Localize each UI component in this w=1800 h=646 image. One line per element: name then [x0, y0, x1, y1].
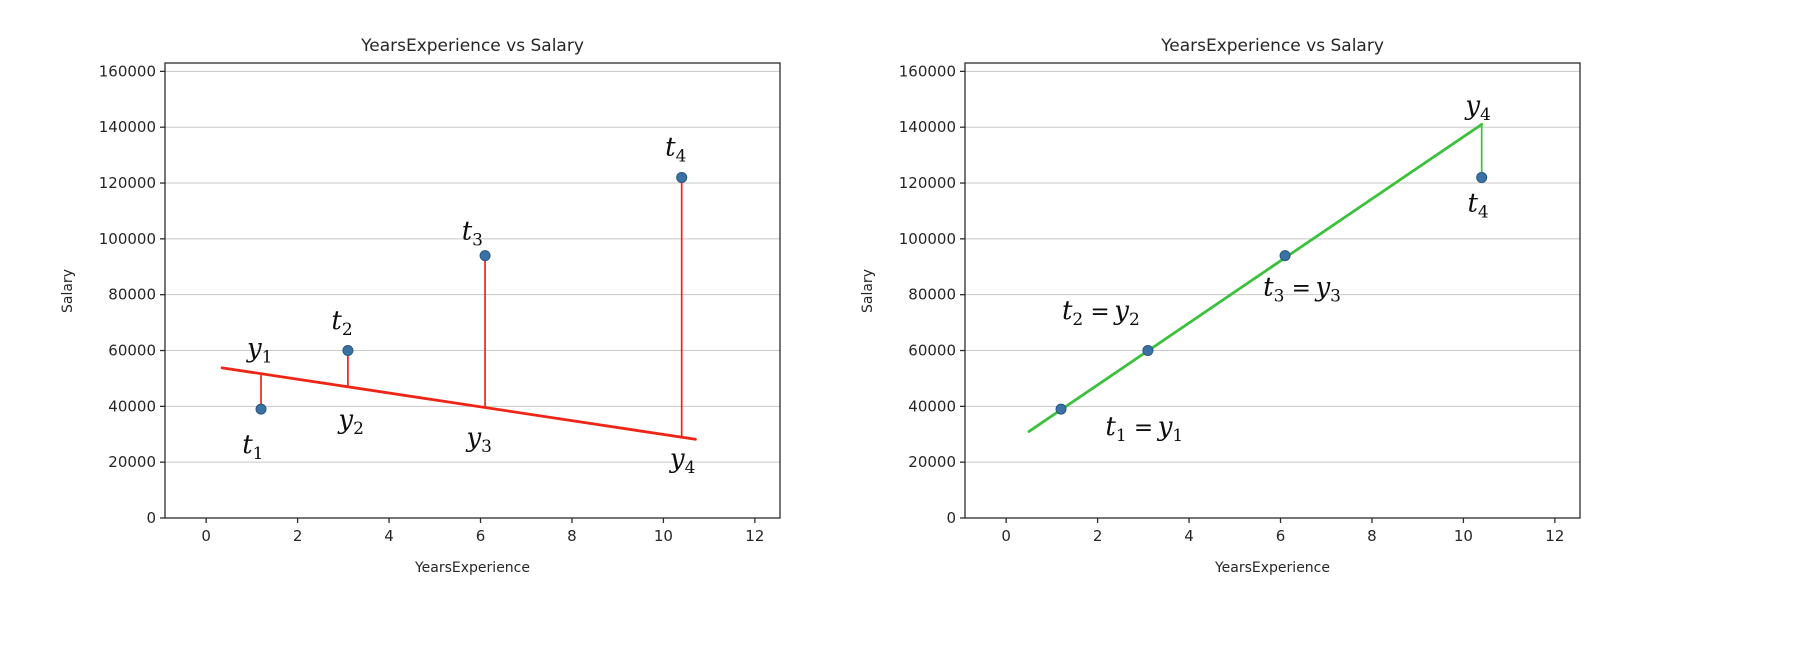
- y-tick-label: 100000: [99, 230, 156, 248]
- data-point: [1279, 250, 1291, 262]
- data-point: [1055, 403, 1067, 415]
- y-tick-label: 0: [946, 509, 956, 527]
- y-tick-label: 80000: [108, 286, 156, 304]
- annotation-label: t2 = y2: [1062, 296, 1142, 330]
- right-figure: YearsExperience vs Salary YearsExperienc…: [850, 21, 1630, 611]
- x-axis-label: YearsExperience: [1214, 560, 1330, 576]
- data-point: [676, 171, 688, 183]
- x-tick-label: 0: [201, 527, 211, 545]
- x-tick-label: 2: [1093, 527, 1103, 545]
- y-axis-label: Salary: [60, 269, 76, 313]
- left-figure: YearsExperience vs Salary YearsExperienc…: [50, 21, 830, 611]
- plot-border: [164, 62, 781, 519]
- annotation-label: t1: [242, 430, 266, 464]
- y-tick-label: 120000: [899, 174, 956, 192]
- y-tick-label: 160000: [99, 62, 156, 80]
- y-tick-label: 40000: [908, 397, 956, 415]
- annotation-label: y1: [246, 334, 275, 368]
- x-axis-label: YearsExperience: [414, 560, 530, 576]
- x-tick-label: 10: [1454, 527, 1473, 545]
- annotation-label: t3: [462, 216, 486, 250]
- fit-line: [1027, 123, 1484, 433]
- annotation-label: t1 = y1: [1105, 412, 1185, 446]
- y-tick-label: 40000: [108, 397, 156, 415]
- y-axis-label: Salary: [860, 269, 876, 313]
- x-tick-label: 10: [654, 527, 673, 545]
- annotation-label: y3: [465, 423, 494, 457]
- right-chart-svg: YearsExperience vs Salary YearsExperienc…: [860, 36, 1581, 576]
- data-point: [255, 403, 267, 415]
- data-point: [1476, 171, 1488, 183]
- x-tick-label: 2: [293, 527, 303, 545]
- x-tick-label: 12: [745, 527, 764, 545]
- annotation-label: t4: [665, 133, 689, 167]
- annotation-label: t3 = y3: [1263, 272, 1343, 306]
- annotation-label: y2: [337, 405, 366, 439]
- x-tick-label: 6: [1276, 527, 1286, 545]
- y-tick-label: 60000: [108, 342, 156, 360]
- x-tick-label: 8: [567, 527, 577, 545]
- chart-title: YearsExperience vs Salary: [1160, 36, 1384, 56]
- data-point: [342, 345, 354, 357]
- left-chart-svg: YearsExperience vs Salary YearsExperienc…: [60, 36, 781, 576]
- y-tick-label: 0: [146, 509, 156, 527]
- plot-border: [964, 62, 1581, 519]
- y-tick-label: 100000: [899, 230, 956, 248]
- fit-line: [220, 366, 697, 441]
- annotation-label: y4: [1464, 91, 1493, 125]
- x-tick-label: 4: [384, 527, 394, 545]
- annotation-label: t2: [331, 306, 355, 340]
- y-tick-label: 140000: [99, 118, 156, 136]
- x-tick-label: 12: [1545, 527, 1564, 545]
- x-tick-label: 6: [476, 527, 486, 545]
- y-tick-label: 120000: [99, 174, 156, 192]
- y-tick-label: 60000: [908, 342, 956, 360]
- plot-area: 0 2 4 6 8 10 12 0 20000 40000 60000 80000 100000 1200…: [899, 62, 1581, 545]
- x-tick-label: 4: [1184, 527, 1194, 545]
- plot-area: 0 2 4 6 8 10 12 0 20000 40000 60000 80000 100000 1200…: [99, 62, 781, 545]
- annotation-label: y4: [669, 444, 698, 478]
- y-tick-label: 20000: [108, 453, 156, 471]
- data-point: [479, 250, 491, 262]
- y-tick-label: 20000: [908, 453, 956, 471]
- x-tick-label: 8: [1367, 527, 1377, 545]
- x-tick-label: 0: [1001, 527, 1011, 545]
- data-point: [1142, 345, 1154, 357]
- y-tick-label: 160000: [899, 62, 956, 80]
- chart-title: YearsExperience vs Salary: [360, 36, 584, 56]
- annotation-label: t4: [1467, 189, 1491, 223]
- y-tick-label: 140000: [899, 118, 956, 136]
- y-tick-label: 80000: [908, 286, 956, 304]
